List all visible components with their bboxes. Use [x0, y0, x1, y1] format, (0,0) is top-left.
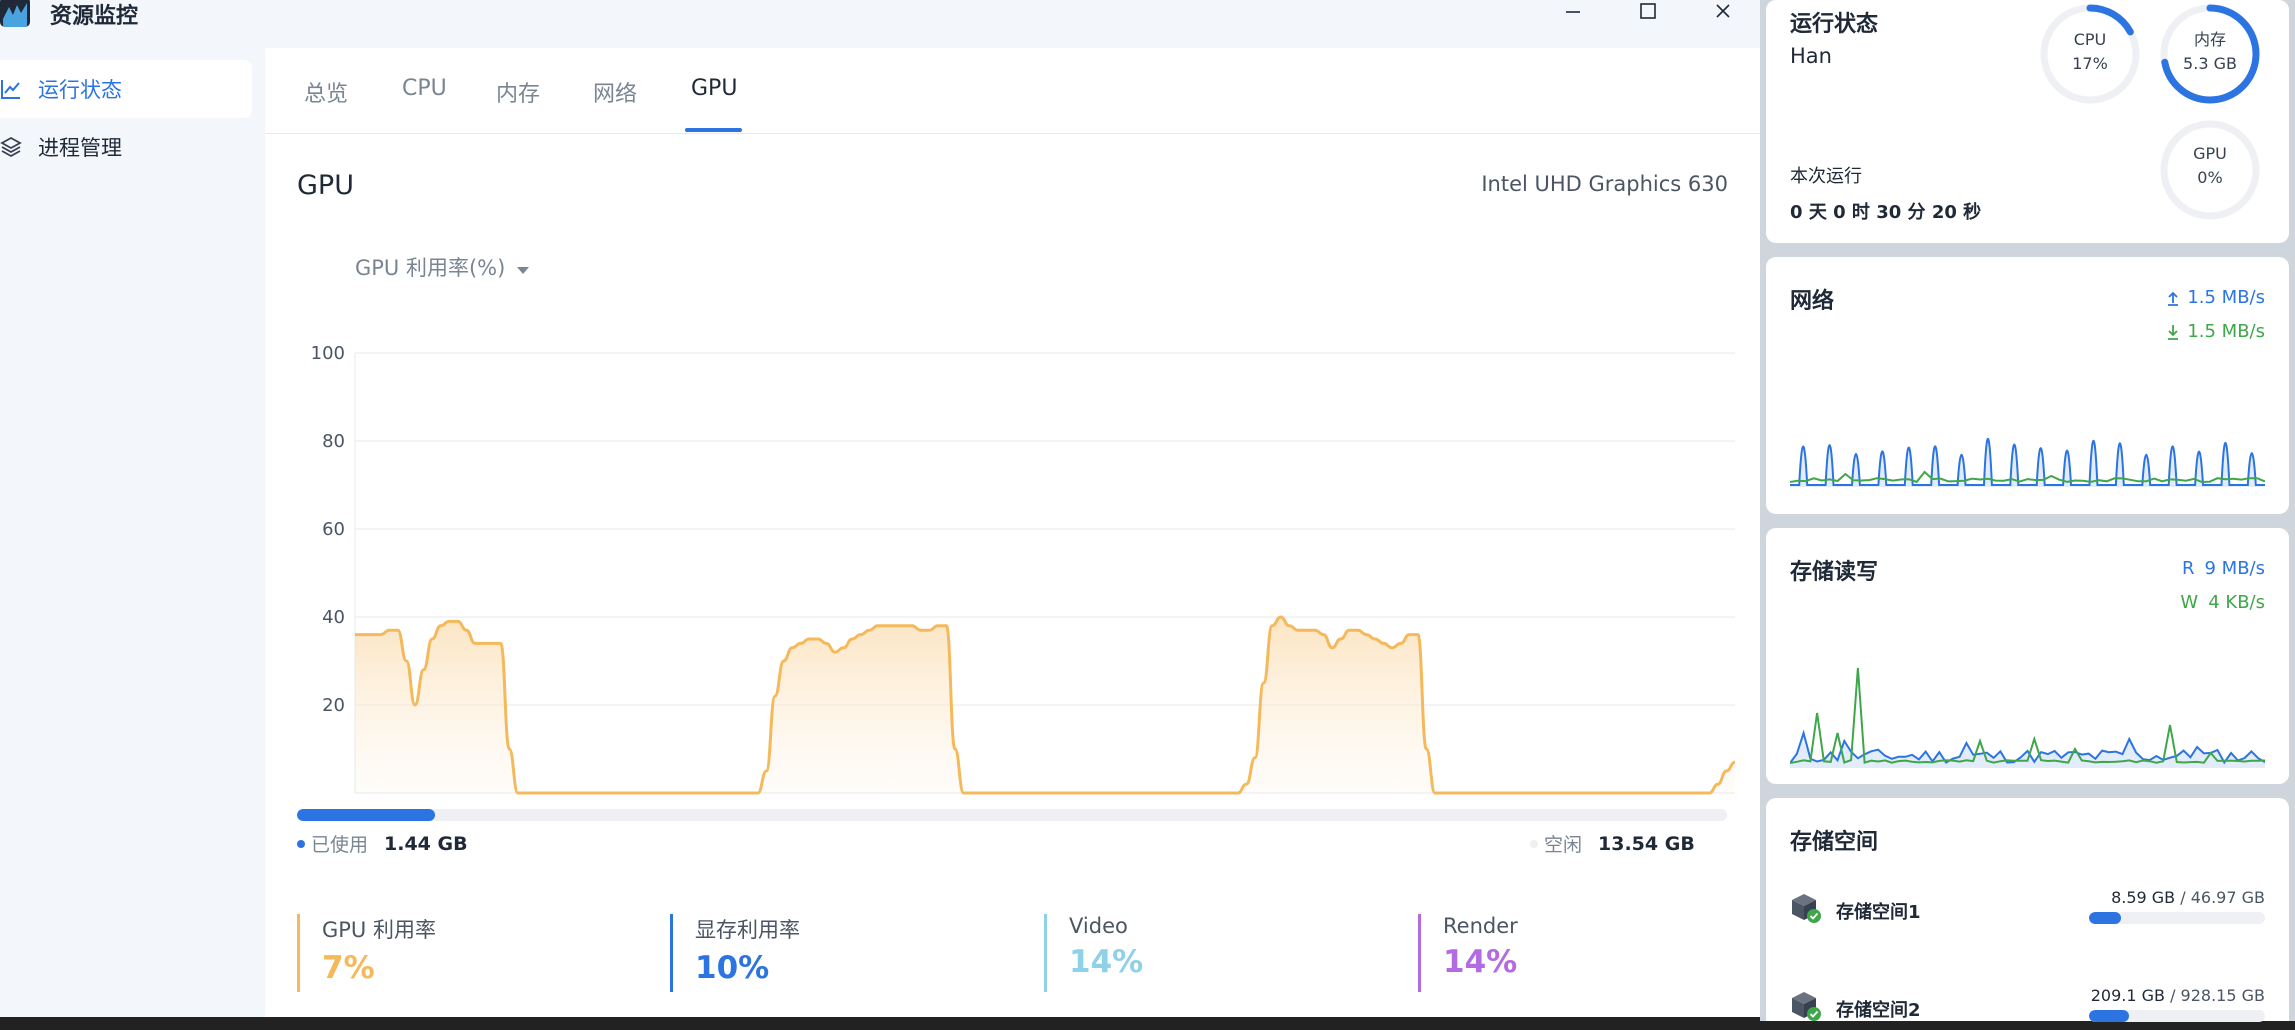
tab-overview[interactable]: 总览	[304, 82, 349, 107]
gpu-usage-area	[355, 617, 1735, 793]
stat-label: 显存利用率	[695, 918, 800, 942]
storage-capacity: 8.59 GB / 46.97 GB	[2111, 888, 2265, 907]
tab-gpu[interactable]: GPU	[691, 76, 738, 101]
app-logo-icon	[0, 0, 30, 27]
app-title: 资源监控	[50, 4, 139, 29]
stat-label: Video	[1069, 914, 1128, 938]
active-tab-indicator	[685, 128, 742, 132]
sidebar-item-process[interactable]: 进程管理	[0, 118, 252, 176]
section-title: GPU	[297, 170, 354, 201]
gpu-memory-used-fill	[297, 809, 435, 821]
free-dot-icon	[1530, 839, 1538, 848]
gpu-ring-label: GPU 0%	[2193, 144, 2227, 187]
storage-pool-icon	[1792, 894, 1821, 923]
y-tick-label: 40	[322, 607, 345, 628]
cpu-ring-label: CPU 17%	[2072, 30, 2108, 73]
memory-free-label: 空闲	[1544, 834, 1583, 856]
maximize-button[interactable]	[1628, 0, 1668, 26]
storage-capacity: 209.1 GB / 928.15 GB	[2090, 986, 2265, 1005]
close-icon	[1716, 4, 1730, 18]
upload-arrow-icon	[2168, 291, 2179, 306]
main-window: 资源监控 运行状态 进程管理 总览 CPU 内存 网络 GPU GPU	[0, 0, 1760, 1017]
used-dot-icon	[297, 839, 305, 848]
memory-free-value: 13.54 GB	[1598, 832, 1695, 855]
network-sparkline	[1790, 437, 2265, 487]
stat-video: Video 14%	[1044, 914, 1143, 992]
maximize-icon	[1640, 3, 1656, 19]
title-bar[interactable]: 资源监控	[0, 0, 1760, 30]
y-tick-label: 100	[311, 343, 345, 364]
y-tick-label: 80	[322, 431, 345, 452]
storage-name: 存储空间2	[1836, 1000, 1921, 1021]
minimize-button[interactable]	[1553, 0, 1593, 26]
tab-cpu[interactable]: CPU	[402, 76, 447, 101]
memory-used-value: 1.44 GB	[384, 832, 468, 855]
stat-value: 7%	[322, 950, 375, 986]
tab-bar: 总览 CPU 内存 网络 GPU	[265, 48, 1760, 134]
download-arrow-icon	[2168, 324, 2179, 340]
sidebar-item-label: 运行状态	[38, 78, 122, 102]
storage-title: 存储空间	[1790, 830, 1879, 855]
memory-used-legend: 已使用 1.44 GB	[297, 830, 468, 857]
content-panel: 总览 CPU 内存 网络 GPU GPU Intel UHD Graphics …	[265, 48, 1760, 1017]
minimize-icon	[1566, 11, 1580, 13]
storage-widget: 存储空间 存储空间1 8.59 GB / 46.97 GB 存储空间2 209.…	[1766, 798, 2289, 1022]
disk-io-title: 存储读写	[1790, 560, 1879, 585]
storage-item[interactable]: 存储空间1 8.59 GB / 46.97 GB	[1790, 888, 2265, 932]
sidebar: 运行状态 进程管理	[0, 60, 252, 176]
stat-label: GPU 利用率	[322, 918, 436, 942]
storage-usage-bar	[2089, 1010, 2265, 1022]
tab-memory[interactable]: 内存	[496, 82, 541, 107]
network-widget: 网络 1.5 MB/s 1.5 MB/s	[1766, 257, 2289, 514]
sidebar-item-label: 进程管理	[38, 136, 122, 160]
uptime-value: 0 天 0 时 30 分 20 秒	[1790, 202, 1982, 223]
storage-usage-fill	[2089, 1010, 2129, 1022]
network-download: 1.5 MB/s	[2165, 321, 2265, 342]
tab-network[interactable]: 网络	[593, 82, 638, 107]
y-tick-label: 20	[322, 695, 345, 716]
sidebar-item-status[interactable]: 运行状态	[0, 60, 252, 118]
stat-value: 14%	[1443, 944, 1518, 980]
memory-ring-label: 内存 5.3 GB	[2183, 30, 2237, 73]
stat-gpu-usage: GPU 利用率 7%	[297, 914, 436, 992]
uptime-label: 本次运行	[1790, 166, 1862, 187]
network-title: 网络	[1790, 289, 1835, 314]
gpu-model-name: Intel UHD Graphics 630	[1481, 172, 1728, 196]
storage-pool-icon	[1792, 992, 1821, 1021]
gpu-usage-line	[355, 615, 1736, 795]
close-button[interactable]	[1703, 0, 1743, 26]
stat-vram-usage: 显存利用率 10%	[670, 914, 800, 992]
status-title: 运行状态	[1790, 12, 1879, 37]
host-name: Han	[1790, 44, 1832, 68]
metric-dropdown-value: GPU 利用率(%)	[355, 256, 506, 280]
stat-value: 14%	[1069, 944, 1144, 980]
network-upload: 1.5 MB/s	[2165, 287, 2265, 308]
storage-usage-fill	[2089, 912, 2122, 924]
gpu-ring	[2160, 120, 2260, 220]
memory-free-legend: 空闲 13.54 GB	[1530, 830, 1695, 857]
disk-io-sparkline	[1790, 667, 2265, 768]
storage-item[interactable]: 存储空间2 209.1 GB / 928.15 GB	[1790, 986, 2265, 1030]
status-widget: 运行状态 Han 本次运行 0 天 0 时 30 分 20 秒 CPU 17% 内…	[1766, 0, 2289, 243]
gpu-usage-chart: 100 80 60 40 20	[311, 343, 1736, 795]
storage-name: 存储空间1	[1836, 902, 1921, 923]
line-chart-icon	[1, 80, 20, 99]
layers-icon	[0, 136, 22, 158]
stat-label: Render	[1443, 914, 1518, 938]
stat-value: 10%	[695, 950, 770, 986]
caret-down-icon	[517, 267, 530, 274]
gpu-memory-bar	[297, 809, 1727, 821]
metric-dropdown[interactable]: GPU 利用率(%)	[355, 252, 530, 282]
cpu-ring	[2040, 4, 2140, 104]
stat-render: Render 14%	[1418, 914, 1518, 992]
memory-ring	[2160, 4, 2260, 104]
y-tick-label: 60	[322, 519, 345, 540]
memory-used-label: 已使用	[311, 834, 369, 856]
storage-usage-bar	[2089, 912, 2265, 924]
